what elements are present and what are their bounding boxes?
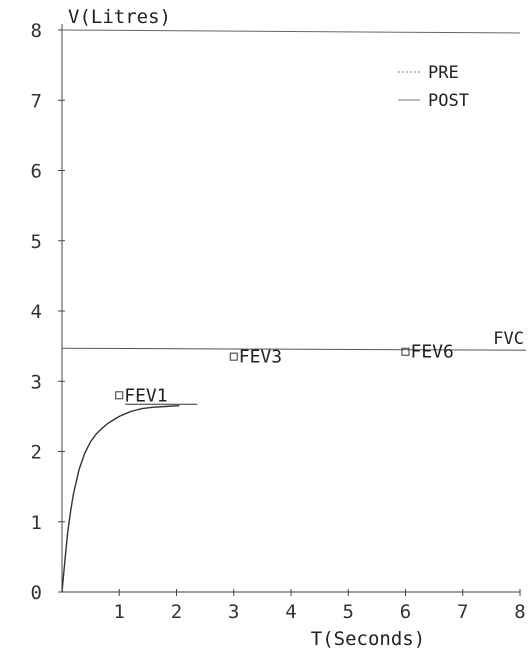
x-tick-label: 2 [171, 601, 182, 623]
x-tick-label: 3 [228, 601, 239, 623]
axes: 0 1 2 3 4 5 6 7 8 1 2 3 4 5 6 7 8 [31, 20, 526, 623]
fvc-label: FVC [493, 329, 524, 349]
x-tick-label: 1 [114, 601, 125, 623]
marker-label-fev3: FEV3 [239, 347, 282, 368]
y-tick-label: 6 [31, 161, 42, 183]
marker-square-fev1 [115, 391, 124, 400]
marker-square-fev3 [229, 352, 238, 361]
legend-label-pre: PRE [428, 63, 459, 83]
y-axis-title: V(Litres) [68, 6, 171, 28]
x-tick-label: 4 [285, 601, 296, 623]
y-tick-label: 0 [31, 582, 42, 604]
reference-lines [61, 29, 527, 351]
x-tick-label: 6 [400, 601, 411, 623]
legend: PRE POST [398, 63, 469, 111]
x-tick-label: 8 [514, 601, 525, 623]
x-tick-label: 7 [457, 601, 468, 623]
legend-label-post: POST [428, 91, 469, 111]
y-tick-label: 5 [31, 231, 42, 253]
top-reference-line [61, 29, 521, 34]
y-tick-label: 3 [31, 371, 42, 393]
marker-label-fev6: FEV6 [411, 342, 454, 363]
y-tick-label: 2 [31, 442, 42, 464]
y-tick-label: 7 [31, 90, 42, 112]
y-tick-label: 8 [31, 20, 42, 42]
x-tick-label: 5 [343, 601, 354, 623]
x-axis-title: T(Seconds) [311, 628, 425, 650]
series-group [61, 405, 180, 593]
marker-square-fev6 [401, 347, 410, 356]
marker-label-fev1: FEV1 [124, 385, 167, 406]
fvc-line [61, 347, 527, 351]
y-tick-label: 1 [31, 512, 42, 534]
markers-group: FEV1 FEV3 FEV6 [115, 342, 454, 406]
y-tick-label: 4 [31, 301, 42, 323]
series-line-pre [61, 405, 180, 593]
